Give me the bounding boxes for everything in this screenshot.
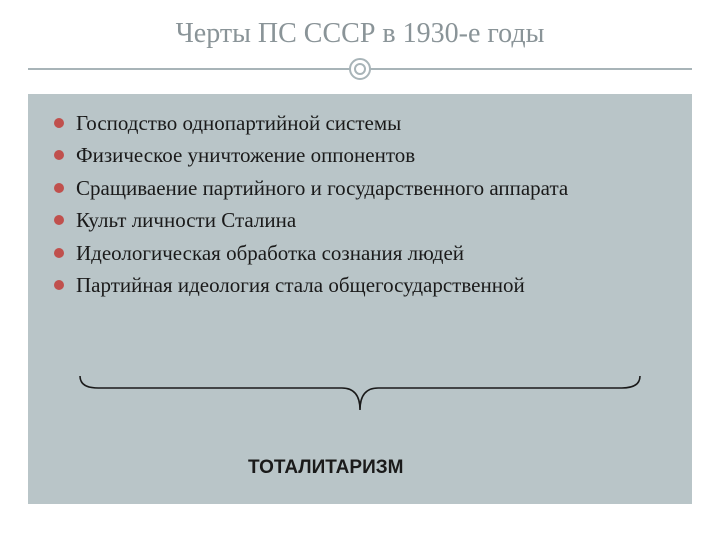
summary-label: ТОТАЛИТАРИЗМ [248,457,418,480]
list-item: Культ личности Сталина [48,205,672,235]
slide: Черты ПС СССР в 1930-е годы Господство о… [0,0,720,540]
list-item: Идеологическая обработка сознания людей [48,238,672,268]
divider-circle-icon [349,58,371,80]
title-divider [28,58,692,80]
slide-title: Черты ПС СССР в 1930-е годы [28,18,692,50]
list-item: Партийная идеология стала общегосударств… [48,270,672,300]
bullet-list: Господство однопартийной системы Физичес… [48,108,672,301]
list-item: Господство однопартийной системы [48,108,672,138]
curly-brace-icon [78,374,642,414]
brace-wrap [78,374,642,414]
divider-line-left [28,68,350,70]
content-box: Господство однопартийной системы Физичес… [28,94,692,504]
list-item: Сращиваение партийного и государственног… [48,173,672,203]
list-item: Физическое уничтожение оппонентов [48,140,672,170]
divider-line-right [370,68,692,70]
